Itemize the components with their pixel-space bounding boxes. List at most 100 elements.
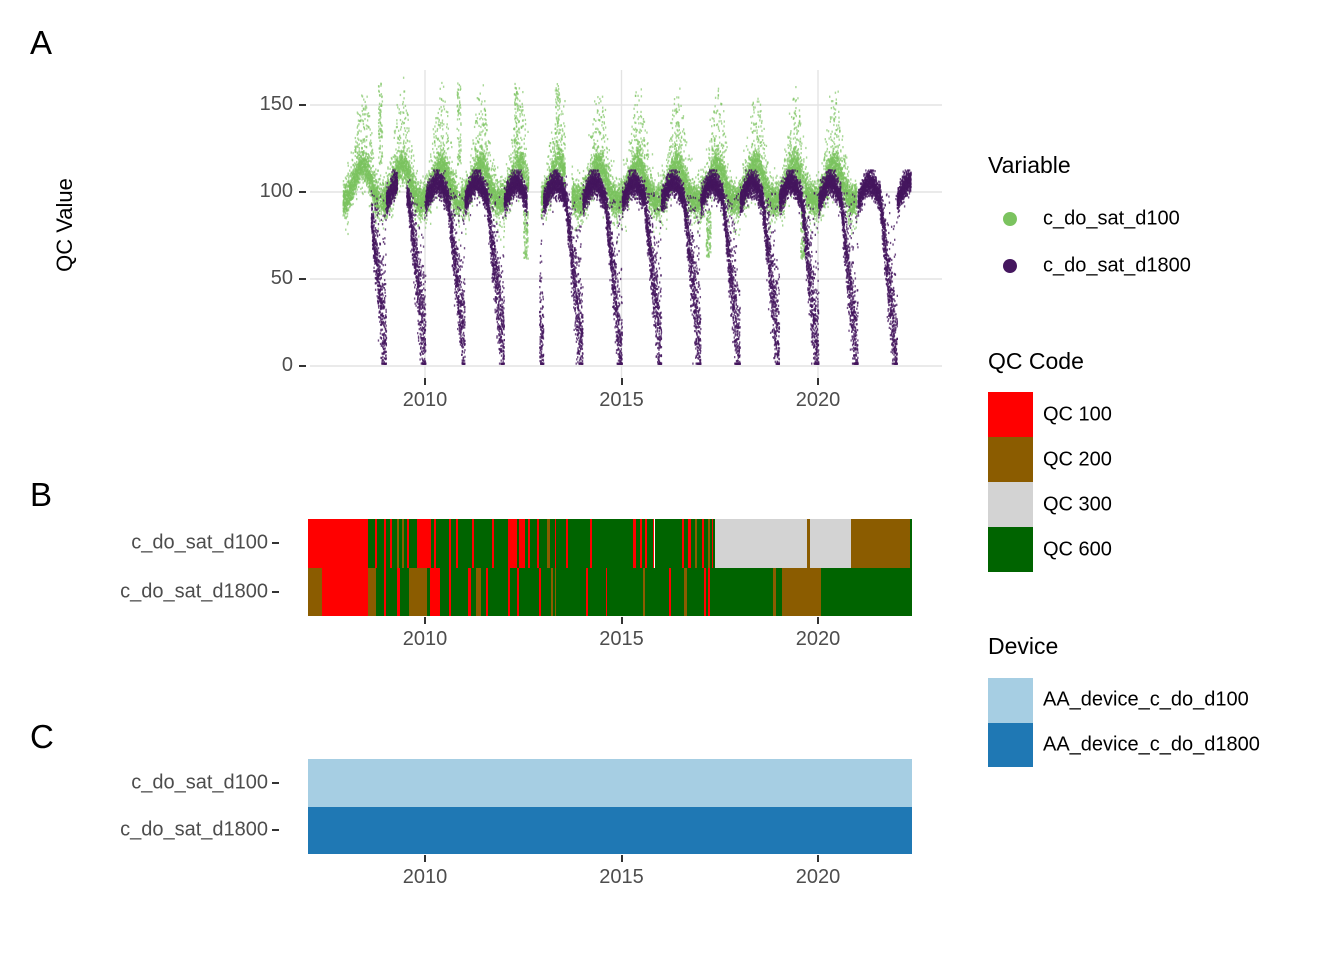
panel-b-segment (368, 519, 375, 568)
panel-b-segment (591, 519, 634, 568)
panel-a-x-tick-label: 2015 (599, 389, 644, 411)
panel-b-segment (643, 567, 646, 616)
panel-b-segment (810, 519, 851, 568)
panel-b-segment (696, 519, 703, 568)
panel-b-segment (709, 567, 773, 616)
panel-b-segment (403, 519, 408, 568)
panel-b-segment (704, 567, 706, 616)
panel-b-segment (450, 567, 469, 616)
panel-b-segment (647, 519, 653, 568)
panel-b-segment (538, 519, 547, 568)
panel-b-segment (640, 519, 642, 568)
panel-b-segment (645, 519, 648, 568)
panel-b-segment (383, 519, 386, 568)
panel-b-segment (426, 567, 430, 616)
panel-c-x-tick-mark (817, 855, 819, 862)
panel-c-letter: C (30, 718, 54, 755)
panel-a-y-tick-label: 0 (281, 354, 293, 376)
panel-b-segment (705, 567, 708, 616)
panel-a-y-tick-label: 150 (259, 93, 293, 115)
legend-variable-key-dot (1003, 212, 1017, 226)
legend-qc-item-label: QC 300 (1043, 493, 1112, 515)
panel-a-y-tick-mark (299, 191, 306, 193)
panel-b-segment (439, 567, 449, 616)
panel-b-segment (556, 567, 587, 616)
panel-b-segment (517, 567, 520, 616)
panel-b-segment (607, 567, 644, 616)
panel-a-letter: A (30, 24, 53, 61)
panel-b-segment (586, 567, 589, 616)
panel-c-row-c_do_sat_d100 (307, 759, 912, 807)
panel-b-row-label: c_do_sat_d100 (131, 531, 268, 554)
panel-b-segment (429, 567, 440, 616)
panel-b-segment (645, 567, 669, 616)
panel-b-segment (641, 519, 646, 568)
panel-b-segment (654, 519, 683, 568)
panel-b-segment (368, 567, 376, 616)
panel-b-segment (507, 567, 510, 616)
legend-qc-key-swatch (988, 392, 1033, 437)
panel-c-segment (307, 806, 912, 854)
panel-b-segment (435, 519, 449, 568)
panel-b-row-c_do_sat_d1800 (307, 567, 912, 616)
legend-variable-key-dot (1003, 259, 1017, 273)
panel-b-segment (851, 519, 911, 568)
panel-a-y-tick-label: 50 (270, 267, 293, 289)
legend-variable-item-label: c_do_sat_d100 (1043, 207, 1180, 230)
panel-b-segment (470, 567, 477, 616)
panel-b-segment (396, 519, 399, 568)
panel-b-segment (781, 567, 822, 616)
panel-b-segment (704, 519, 708, 568)
panel-c-row-tick-mark (272, 829, 279, 832)
panel-b-segment (472, 519, 475, 568)
panel-a-x-tick-mark (620, 378, 623, 385)
panel-a-y-tick-mark (299, 104, 306, 106)
panel-b-letter: B (30, 476, 53, 513)
panel-b-segment (476, 567, 481, 616)
panel-b-row-label: c_do_sat_d1800 (120, 580, 268, 603)
panel-b-segment (568, 519, 591, 568)
panel-b-segment (322, 567, 368, 616)
panel-b-segment (377, 519, 384, 568)
panel-b-segment (694, 519, 697, 568)
panel-b-segment (541, 567, 551, 616)
panel-b-segment (550, 567, 554, 616)
panel-b-segment (668, 567, 671, 616)
panel-b-segment (821, 567, 912, 616)
panel-b-segment (709, 519, 712, 568)
panel-b-segment (491, 519, 495, 568)
panel-b-segment (684, 519, 689, 568)
panel-b-segment (715, 519, 807, 568)
panel-c-x-tick-label: 2015 (599, 866, 644, 888)
legend-qc-key-swatch (988, 437, 1033, 482)
panel-b-segment (375, 567, 384, 616)
legend-variable-title: Variable (988, 152, 1071, 178)
legend-qc-item-label: QC 600 (1043, 538, 1112, 560)
panel-b-segment (430, 519, 434, 568)
panel-b-x-tick-mark (817, 617, 819, 624)
panel-b-segment (688, 519, 691, 568)
legend-qc-code-title: QC Code (988, 348, 1084, 374)
panel-b-segment (391, 519, 397, 568)
panel-b-segment (538, 567, 542, 616)
panel-b-segment (707, 567, 710, 616)
legend-device-key-swatch (988, 678, 1033, 723)
panel-b-segment (690, 519, 695, 568)
panel-a-y-tick-mark (299, 278, 306, 280)
legend-device-item-label: AA_device_c_do_d1800 (1043, 733, 1260, 755)
panel-b-segment (397, 567, 400, 616)
panel-b-segment (399, 567, 410, 616)
panel-b-row-tick-mark (272, 590, 279, 593)
panel-a-x-tick-mark (424, 378, 426, 385)
panel-b-segment (448, 519, 451, 568)
panel-b-segment (775, 567, 782, 616)
panel-b-segment (407, 519, 410, 568)
legend-qc-key-swatch (988, 527, 1033, 572)
panel-b-segment (772, 567, 776, 616)
panel-b-segment (652, 519, 655, 568)
panel-b-segment (556, 519, 567, 568)
panel-b-segment (588, 567, 606, 616)
panel-b-segment (509, 567, 518, 616)
panel-b-segment (517, 519, 520, 568)
